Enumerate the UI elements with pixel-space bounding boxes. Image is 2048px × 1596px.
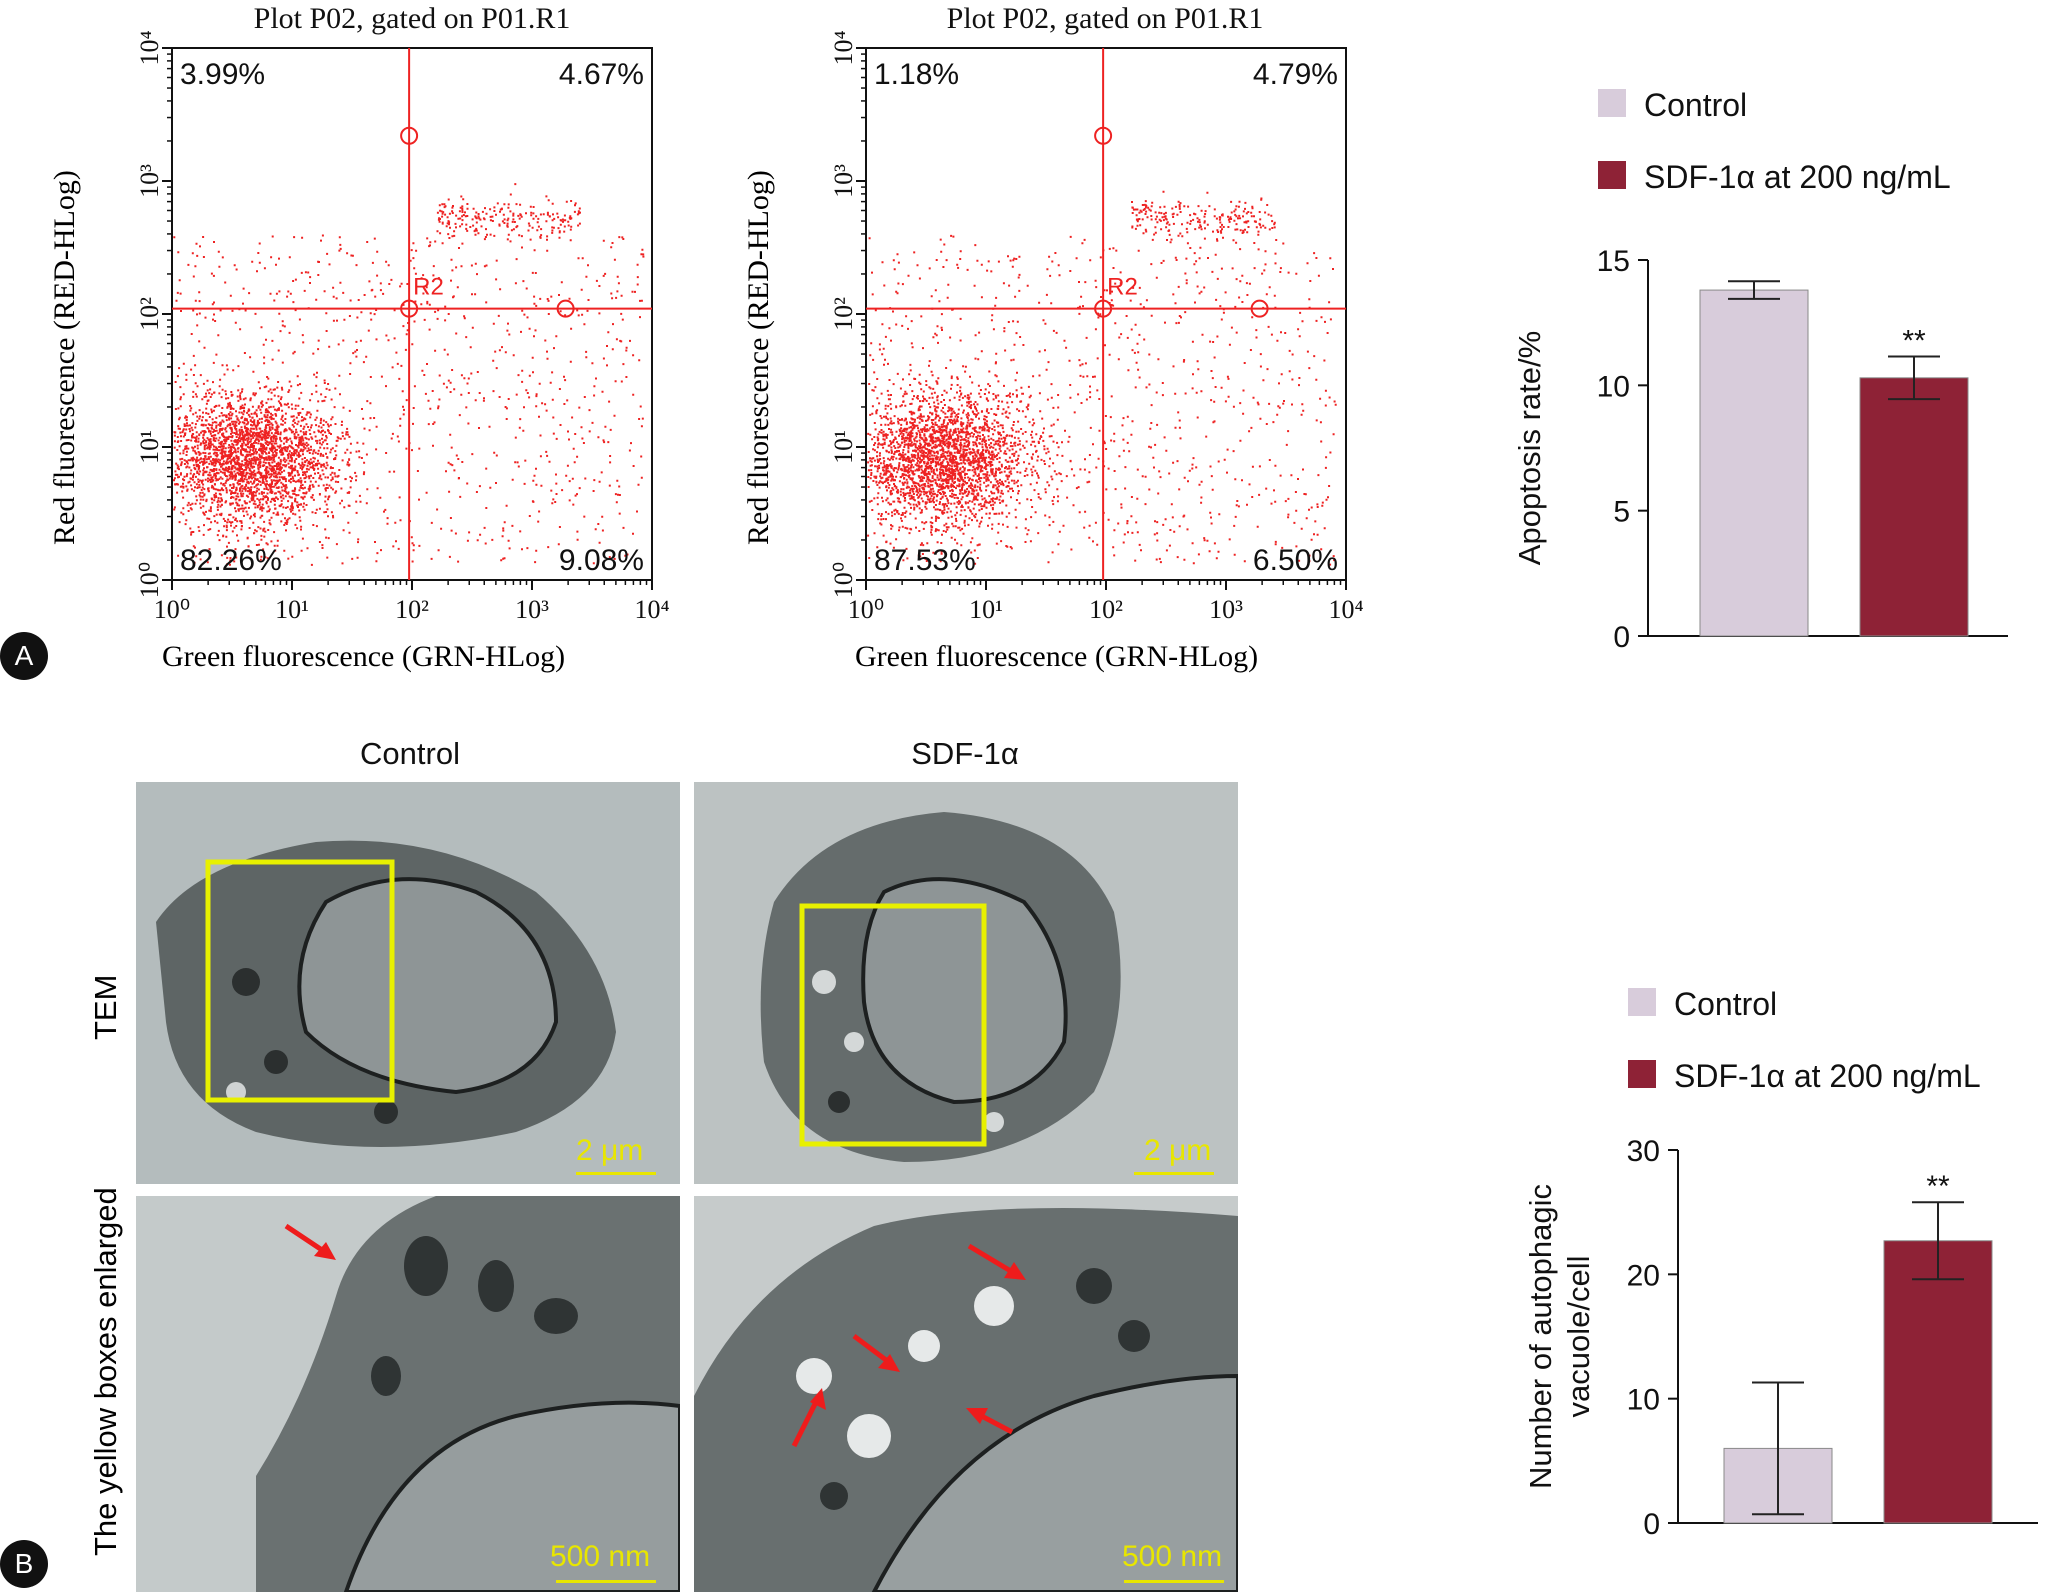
flow-plot-1-xlabel: Green fluorescence (GRN-HLog) (162, 640, 566, 673)
tem-header-sdf: SDF-1α (911, 736, 1019, 771)
scale-bar-label: 500 nm (550, 1540, 651, 1573)
legend-swatch (1628, 988, 1656, 1016)
scale-bar-label: 500 nm (1122, 1540, 1223, 1573)
flow-scatter-dots (867, 190, 1337, 566)
y-tick-label: 0 (1643, 1508, 1660, 1541)
scale-bar-line (576, 1172, 656, 1175)
y-tick-label: 10³ (829, 164, 858, 198)
y-tick-label: 10³ (135, 164, 164, 198)
x-tick-label: 10⁴ (1328, 595, 1363, 624)
tem-row-label-bottom: The yellow boxes enlarged (88, 1187, 123, 1556)
gate-handle (400, 126, 419, 145)
autophagic-chart: Control SDF-1α at 200 ng/mL 0 10 20 30 Number … (1523, 986, 2038, 1541)
gate-handle (1250, 299, 1269, 318)
tem-row-label-top: TEM (88, 974, 123, 1040)
quadrant-ll: 87.53% (874, 544, 976, 577)
tem-image-control: 2 μm (136, 782, 680, 1184)
flow-plot-2-xlabel: Green fluorescence (GRN-HLog) (855, 640, 1259, 673)
y-tick-label: 10⁰ (135, 562, 164, 598)
legend-label: Control (1644, 87, 1747, 123)
y-axis-label: Apoptosis rate/% (1512, 331, 1547, 565)
bar (1699, 289, 1809, 637)
y-tick-label: 10 (1597, 370, 1630, 403)
legend-label: SDF-1α at 200 ng/mL (1644, 159, 1951, 195)
panel-label-a: A (0, 632, 48, 680)
x-tick-label: 10⁰ (848, 595, 884, 624)
legend-label: Control (1674, 986, 1777, 1022)
gate-label: R2 (413, 274, 444, 301)
gate-handle (400, 299, 419, 318)
legend-label: SDF-1α at 200 ng/mL (1674, 1058, 1981, 1094)
y-axis-label: Number of autophagic (1523, 1184, 1558, 1489)
quadrant-ur: 4.67% (559, 58, 644, 91)
x-tick-label: 10⁴ (634, 595, 669, 624)
x-tick-label: 10² (1089, 595, 1123, 624)
gate-label: R2 (1107, 274, 1138, 301)
gate-handle (1094, 126, 1113, 145)
gate-handle (1094, 299, 1113, 318)
y-tick-label: 10⁴ (829, 30, 858, 65)
flow-plot-2-title: Plot P02, gated on P01.R1 (946, 2, 1264, 35)
gate-handle (556, 299, 575, 318)
x-tick-label: 10⁰ (154, 595, 190, 624)
apoptosis-chart: Control SDF-1α at 200 ng/mL 0 5 10 15 Apoptosi… (1512, 87, 2008, 654)
y-axis-label: vacuole/cell (1561, 1256, 1596, 1418)
y-tick-label: 10⁴ (135, 30, 164, 65)
scale-bar-label: 2 μm (1144, 1134, 1212, 1167)
quadrant-lr: 9.08% (559, 544, 644, 577)
flow-plot-1-title: Plot P02, gated on P01.R1 (253, 2, 571, 35)
panel-label-b: B (0, 1540, 48, 1588)
tem-enlarged-control: 500 nm (136, 1196, 680, 1592)
y-tick-label: 0 (1613, 621, 1630, 654)
y-tick-label: 20 (1627, 1259, 1660, 1292)
y-tick-label: 10¹ (135, 430, 164, 464)
y-tick-label: 10⁰ (829, 562, 858, 598)
y-tick-label: 10² (135, 297, 164, 331)
legend-swatch (1598, 161, 1626, 189)
x-tick-label: 10² (395, 595, 429, 624)
y-tick-label: 30 (1627, 1135, 1660, 1168)
tem-enlarged-sdf: 500 nm (694, 1196, 1238, 1592)
legend-swatch (1628, 1060, 1656, 1088)
quadrant-ll: 82.26% (180, 544, 282, 577)
scale-bar-line (1124, 1580, 1224, 1583)
bar (1859, 377, 1969, 637)
y-tick-label: 10¹ (829, 430, 858, 464)
quadrant-lr: 6.50% (1253, 544, 1338, 577)
quadrant-ur: 4.79% (1253, 58, 1338, 91)
legend-swatch (1598, 89, 1626, 117)
significance-label: ** (1926, 1170, 1950, 1203)
y-tick-label: 10 (1627, 1384, 1660, 1417)
scale-bar-label: 2 μm (576, 1134, 644, 1167)
bar (1883, 1240, 1993, 1524)
x-tick-label: 10³ (1209, 595, 1243, 624)
tem-header-control: Control (360, 736, 460, 771)
x-tick-label: 10³ (515, 595, 549, 624)
y-tick-label: 5 (1613, 496, 1630, 529)
y-tick-label: 15 (1597, 245, 1630, 278)
scale-bar-line (1134, 1172, 1214, 1175)
scale-bar-line (556, 1580, 656, 1583)
significance-label: ** (1902, 325, 1926, 358)
tem-image-sdf: 2 μm (694, 782, 1238, 1184)
y-tick-label: 10² (829, 297, 858, 331)
quadrant-ul: 1.18% (874, 58, 959, 91)
x-tick-label: 10¹ (275, 595, 309, 624)
quadrant-ul: 3.99% (180, 58, 265, 91)
x-tick-label: 10¹ (969, 595, 1003, 624)
